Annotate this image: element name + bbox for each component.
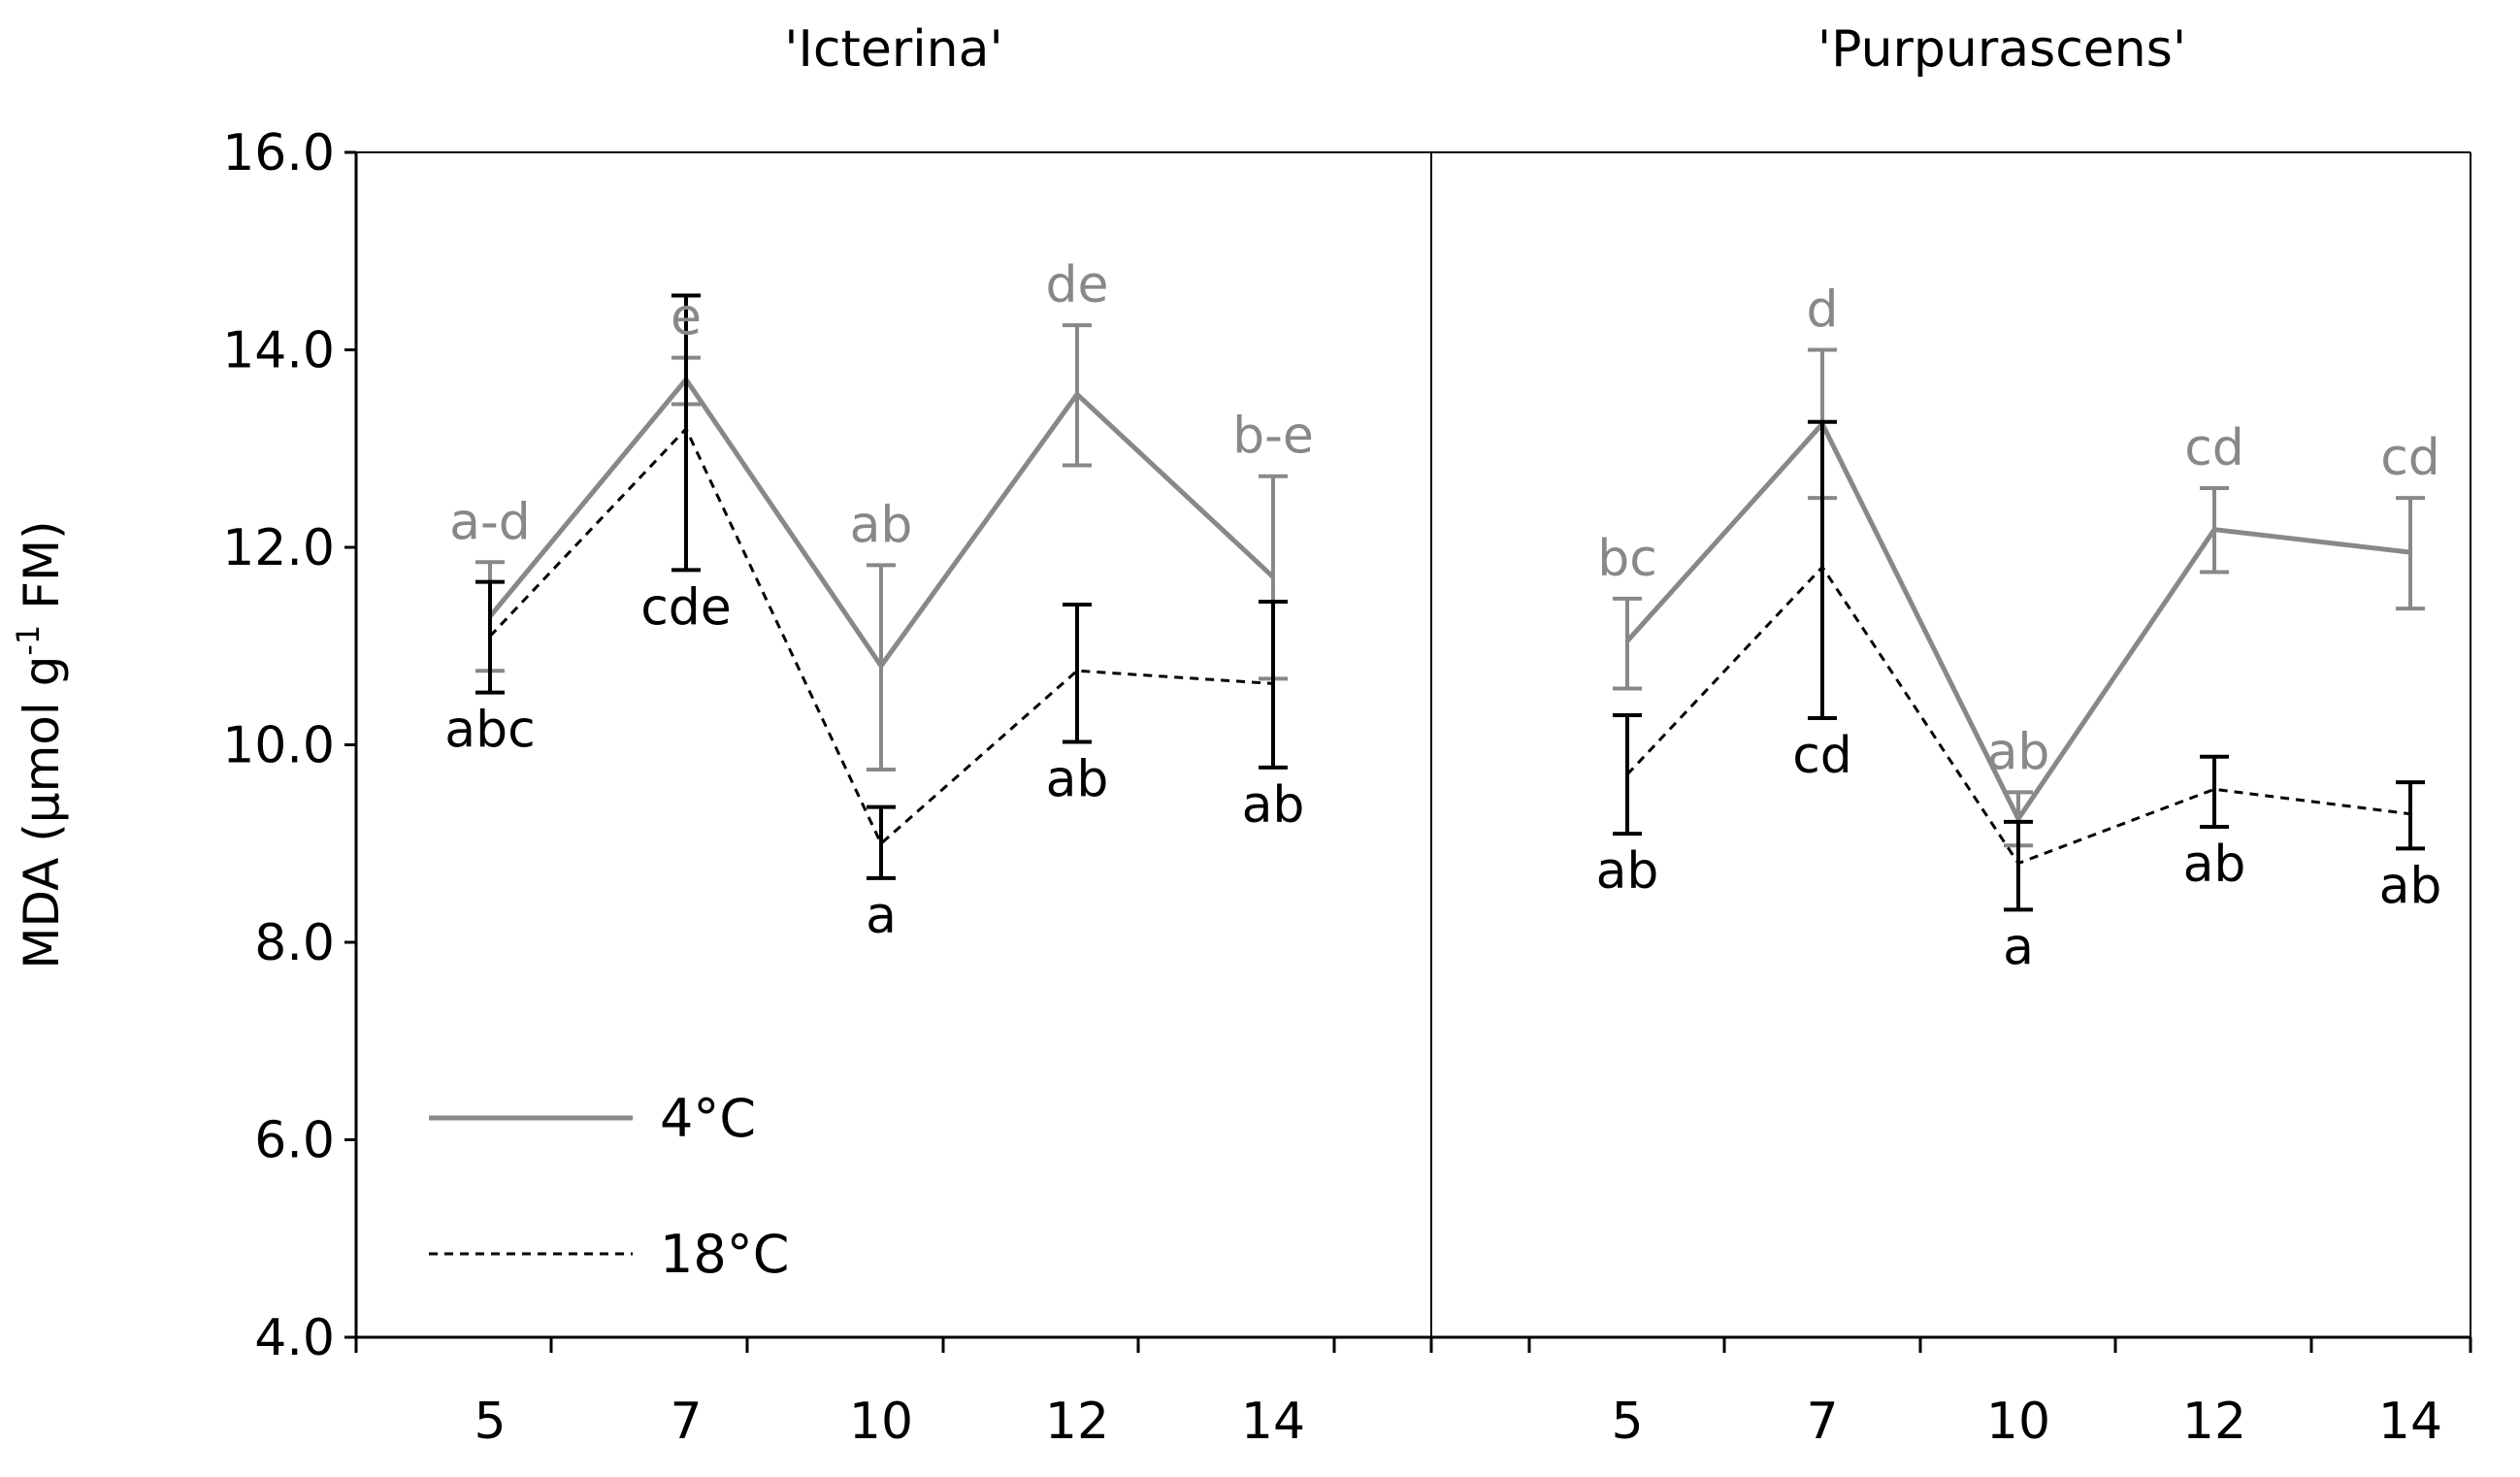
y-tick-label: 6.0 (254, 1112, 335, 1170)
y-tick-label: 4.0 (254, 1309, 335, 1367)
x-tick-label: 7 (1806, 1393, 1838, 1451)
series-layer (475, 293, 2425, 912)
x-tick-label: 14 (1241, 1393, 1305, 1451)
significance-letter-4c: cd (2184, 419, 2244, 477)
significance-letter-18c: abc (444, 702, 535, 760)
x-tick-label: 10 (1986, 1393, 2050, 1451)
y-axis-title-unit: FM) (14, 520, 70, 624)
y-tick-label: 12.0 (222, 519, 335, 577)
y-tick-label: 16.0 (222, 124, 335, 182)
y-axis-title-main: MDA (µmol g (14, 656, 70, 969)
panel-title: 'Purpurascens' (1817, 20, 2186, 79)
axes-layer (344, 150, 2472, 1353)
significance-letter-18c: ab (1596, 842, 1659, 901)
x-tick-label: 14 (2378, 1393, 2442, 1451)
x-tick-label: 7 (670, 1393, 702, 1451)
panel-title: 'Icterina' (784, 20, 1003, 79)
x-tick-label: 10 (849, 1393, 913, 1451)
y-axis-title-superscript: -1 (10, 625, 47, 656)
significance-letter-4c: de (1046, 256, 1109, 314)
y-tick-label: 8.0 (254, 914, 335, 972)
y-tick-label: 10.0 (222, 717, 335, 775)
legend-label-4c: 4°C (660, 1088, 756, 1149)
legend-label-18c: 18°C (660, 1224, 789, 1285)
significance-letter-4c: ab (850, 496, 913, 554)
significance-letter-18c: cd (1792, 727, 1852, 785)
significance-letter-4c: a-d (449, 493, 531, 551)
y-axis-title: MDA (µmol g-1 FM) (10, 520, 70, 968)
significance-letter-18c: ab (2379, 857, 2442, 915)
significance-letter-18c: ab (1242, 776, 1305, 835)
significance-letter-4c: e (671, 289, 702, 347)
y-tick-label: 14.0 (222, 322, 335, 380)
x-tick-label: 5 (1611, 1393, 1643, 1451)
significance-letter-4c: bc (1597, 530, 1657, 588)
x-tick-label: 12 (1045, 1393, 1109, 1451)
significance-letter-18c: ab (2183, 836, 2246, 894)
series-line-18c (488, 426, 1274, 846)
significance-letter-4c: cd (2380, 429, 2440, 487)
x-tick-label: 12 (2182, 1393, 2246, 1451)
significance-letter-18c: a (866, 887, 897, 945)
significance-letter-18c: ab (1046, 750, 1109, 808)
significance-letter-18c: cde (640, 578, 732, 637)
legend-layer: 4°C 18°C (429, 1088, 789, 1285)
significance-letter-4c: b-e (1232, 408, 1314, 466)
significance-letter-4c: d (1806, 281, 1838, 340)
label-layer: 4.0 6.0 8.0 10.0 12.0 14.0 16.0 MDA (µmol g-1 F… (10, 20, 2442, 1451)
x-tick-label: 5 (474, 1393, 506, 1451)
significance-letter-4c: ab (1987, 723, 2050, 781)
significance-letter-18c: a (2003, 918, 2034, 976)
